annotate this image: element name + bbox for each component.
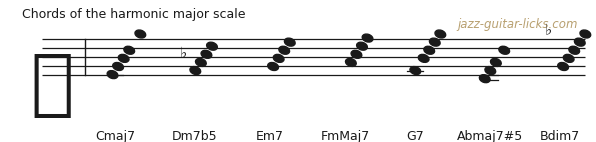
Ellipse shape	[418, 54, 429, 62]
Text: Cmaj7: Cmaj7	[95, 130, 135, 142]
Ellipse shape	[195, 59, 206, 66]
Text: Bdim7: Bdim7	[540, 130, 580, 142]
Ellipse shape	[201, 50, 212, 58]
Ellipse shape	[346, 59, 356, 66]
Text: Chords of the harmonic major scale: Chords of the harmonic major scale	[22, 8, 246, 21]
Ellipse shape	[135, 30, 145, 38]
Ellipse shape	[113, 62, 123, 70]
Ellipse shape	[279, 46, 290, 54]
Ellipse shape	[435, 30, 446, 38]
Text: Abmaj7#5: Abmaj7#5	[457, 130, 523, 142]
Text: jazz-guitar-licks.com: jazz-guitar-licks.com	[458, 18, 578, 31]
Ellipse shape	[580, 30, 591, 38]
Ellipse shape	[107, 71, 118, 79]
Ellipse shape	[268, 62, 278, 70]
Ellipse shape	[424, 46, 434, 54]
Text: ♭: ♭	[545, 23, 552, 38]
Ellipse shape	[190, 67, 201, 75]
Ellipse shape	[575, 38, 585, 46]
Ellipse shape	[569, 46, 579, 54]
Text: FmMaj7: FmMaj7	[321, 130, 370, 142]
Ellipse shape	[274, 54, 284, 62]
Ellipse shape	[479, 75, 490, 83]
Ellipse shape	[485, 67, 496, 75]
Ellipse shape	[558, 62, 569, 70]
Ellipse shape	[563, 54, 574, 62]
Ellipse shape	[499, 46, 510, 54]
Text: 𝄞: 𝄞	[30, 51, 74, 120]
Ellipse shape	[356, 42, 367, 50]
Ellipse shape	[118, 54, 129, 62]
Text: G7: G7	[406, 130, 424, 142]
Ellipse shape	[491, 59, 501, 66]
Ellipse shape	[410, 67, 421, 75]
Ellipse shape	[124, 46, 135, 54]
Text: Dm7b5: Dm7b5	[172, 130, 218, 142]
Ellipse shape	[351, 50, 362, 58]
Ellipse shape	[284, 38, 295, 46]
Ellipse shape	[362, 34, 373, 42]
Ellipse shape	[207, 42, 218, 50]
Ellipse shape	[429, 38, 440, 46]
Text: Em7: Em7	[256, 130, 284, 142]
Text: ♭: ♭	[179, 46, 187, 61]
